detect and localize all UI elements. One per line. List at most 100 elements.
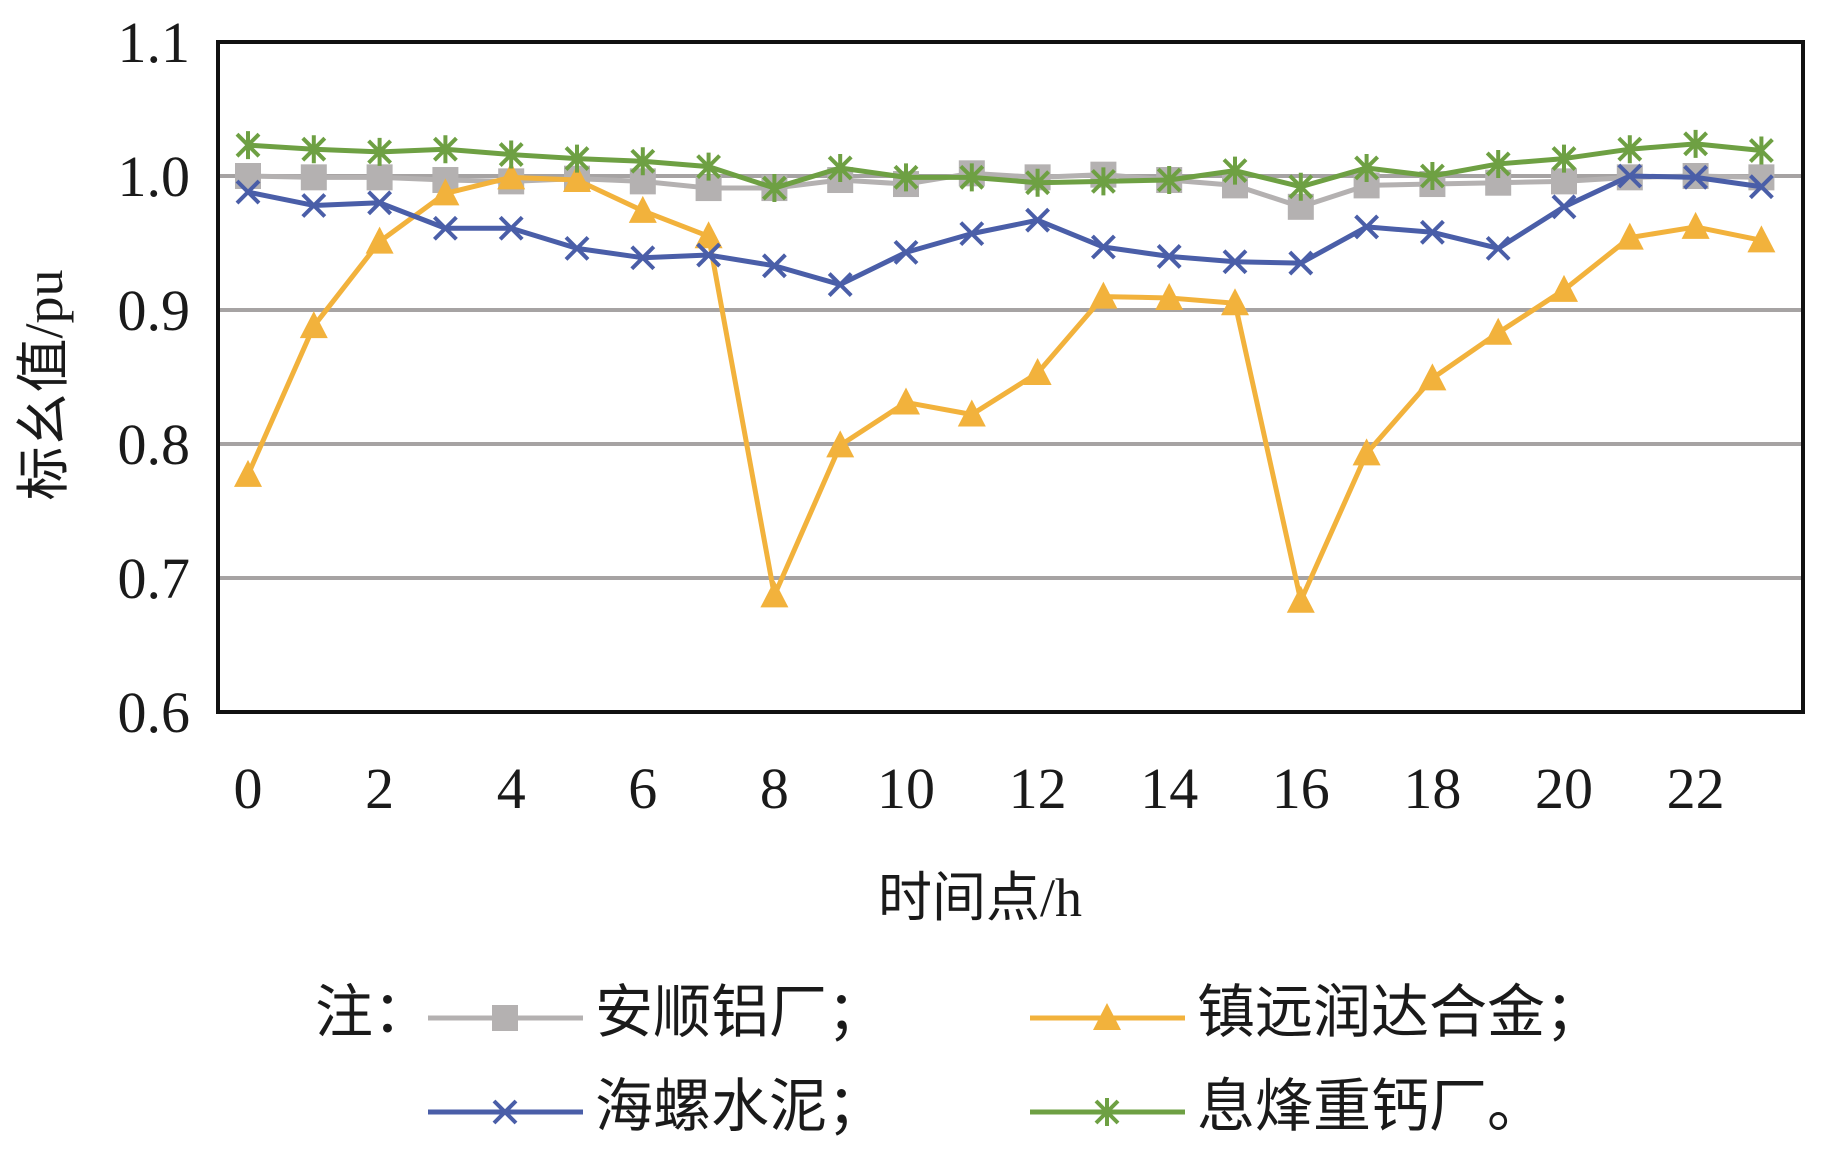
data-point [366,164,393,191]
plot-area-frame [216,40,1805,714]
data-point [827,153,853,182]
data-point [630,245,656,271]
x-tick-label: 18 [1403,756,1461,821]
data-point [432,135,458,164]
data-point [432,215,458,241]
y-tick-label: 0.9 [118,278,191,343]
data-point [564,144,590,173]
data-point [235,131,261,160]
data-point [1681,211,1710,239]
data-point [564,235,590,261]
x-tick-label: 2 [365,756,394,821]
series-3 [235,163,1774,297]
data-point [235,179,261,205]
y-axis-ticks: 0.6 0.7 0.8 0.9 1.0 1.1 [118,10,191,745]
data-point [1221,288,1249,316]
legend-marker [1094,1098,1120,1126]
series-line [247,173,1762,288]
x-tick-label: 14 [1140,756,1198,821]
x-tick-label: 6 [628,756,657,821]
legend-prefix: 注： [315,980,431,1045]
data-point [1550,274,1578,302]
data-point [367,137,393,166]
x-axis-title: 时间点/h [878,868,1082,928]
data-point [959,163,985,192]
y-axis-title: 标幺值/pu [14,269,74,500]
data-point [299,311,328,339]
legend-item: 镇远润达合金； [1030,980,1603,1045]
data-point [1352,438,1381,466]
legend-label: 息烽重钙厂。 [1197,1074,1545,1139]
y-tick-label: 0.6 [118,680,191,745]
data-point [893,239,919,265]
data-point [1090,167,1116,196]
data-point [696,242,722,268]
data-point [498,215,524,241]
data-point [563,165,591,193]
data-point [1551,144,1577,173]
series-line [247,141,1762,191]
data-point [1551,168,1577,195]
data-point [893,163,919,192]
legend-item: 海螺水泥； [428,1074,885,1139]
y-tick-label: 1.1 [118,10,191,75]
data-point [300,164,327,191]
y-tick-label: 1.0 [118,144,191,209]
data-point [498,140,524,169]
data-point [1683,129,1709,158]
data-point [1485,235,1511,261]
data-point [1288,250,1314,276]
x-tick-label: 8 [760,756,789,821]
data-point [1485,149,1511,178]
x-tick-label: 4 [497,756,526,821]
data-point [1615,222,1644,250]
data-point [1617,135,1643,164]
data-point [959,221,985,247]
data-point [826,430,855,458]
data-point [761,253,787,279]
legend-marker [492,1005,518,1031]
data-point [1288,172,1314,201]
data-point [827,272,853,297]
x-tick-label: 0 [234,756,263,821]
data-point [1090,234,1116,260]
legend: 注： 安顺铝厂； 镇远润达合金； 海螺水泥； 息烽重钙厂。 [315,980,1603,1139]
data-point [957,399,986,427]
data-point [761,174,787,203]
legend-label: 安顺铝厂； [595,980,885,1045]
data-point [1155,282,1184,310]
x-tick-label: 10 [877,756,935,821]
data-point [234,459,262,487]
data-point [1617,163,1643,189]
data-point [696,152,722,181]
x-tick-label: 20 [1535,756,1593,821]
data-point [1418,363,1447,391]
data-point [1222,156,1248,185]
data-point [365,226,394,254]
data-point [694,221,723,249]
data-point [1354,153,1380,182]
data-point [760,580,789,608]
x-tick-label: 16 [1272,756,1330,821]
data-point [1156,166,1182,195]
data-point [892,387,920,415]
data-point [630,147,656,176]
legend-marker [492,1099,518,1125]
series-4 [235,129,1774,203]
y-tick-label: 0.8 [118,412,191,477]
series-2 [234,162,1776,613]
legend-label: 镇远润达合金； [1197,980,1603,1045]
legend-item: 安顺铝厂； [428,980,885,1045]
legend-label: 海螺水泥； [595,1074,885,1139]
data-point [1748,136,1774,165]
series-line [245,174,1762,604]
data-point [1551,194,1577,220]
data-point [1419,219,1445,245]
x-tick-label: 12 [1009,756,1067,821]
series-lines [234,129,1776,613]
data-point [301,135,327,164]
data-point [1419,162,1445,190]
data-point [1747,225,1776,253]
